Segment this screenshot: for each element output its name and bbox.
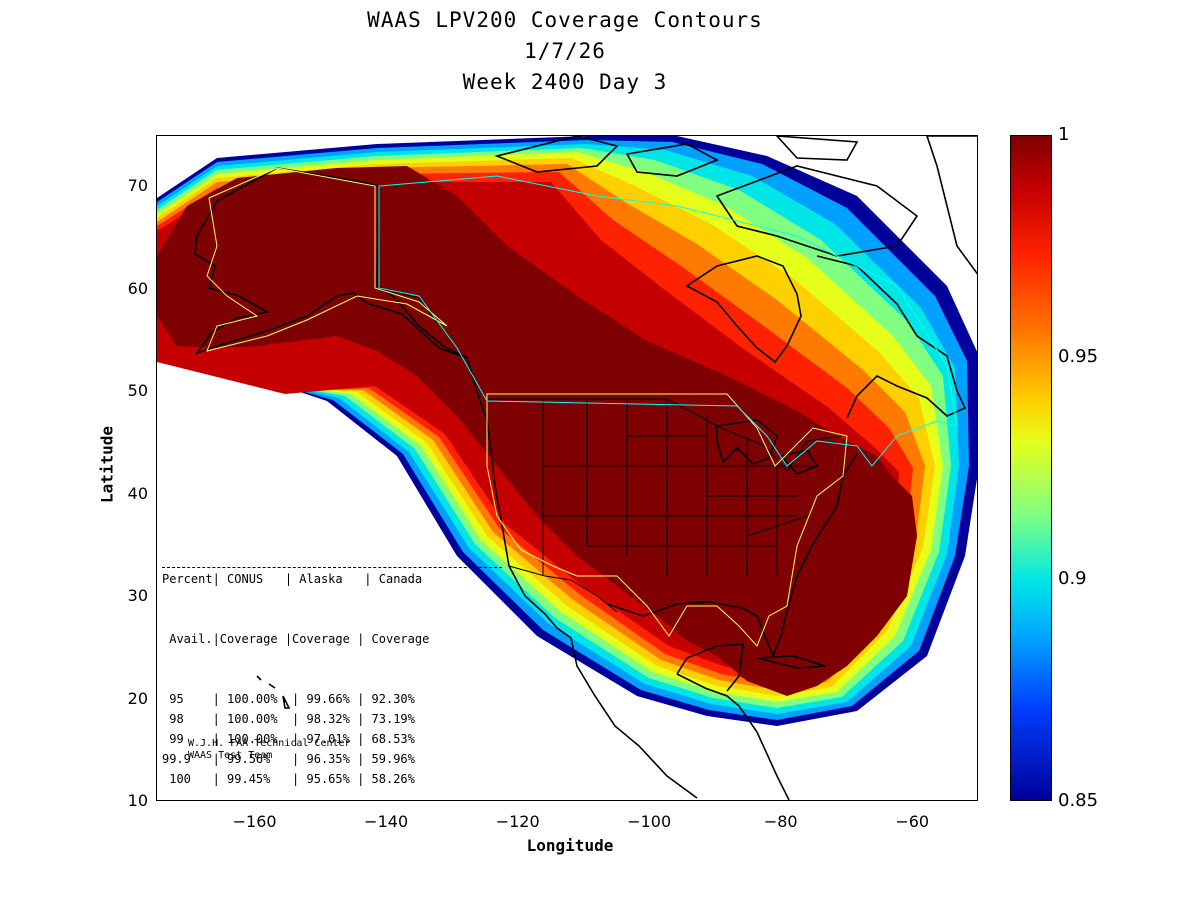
baffin-island xyxy=(715,165,919,257)
credit: W.J.H. FAA Technical Center WAAS Test Te… xyxy=(188,738,351,762)
coverage-bands xyxy=(157,136,977,726)
x-tick-label: −80 xyxy=(763,812,798,831)
state-lines xyxy=(542,400,817,576)
table-rows: 95 | 100.00% | 99.66% | 92.30% 98 | 100.… xyxy=(162,689,429,789)
y-tick-label: 50 xyxy=(127,381,148,401)
y-tick-label: 70 xyxy=(127,176,148,196)
yucatan xyxy=(676,643,744,692)
y-axis-label: Latitude xyxy=(97,425,117,504)
hawaii xyxy=(256,675,291,709)
table-row: 98 | 100.00% | 98.32% | 73.19% xyxy=(162,712,415,726)
x-tick-label: −100 xyxy=(627,812,672,831)
colorbar-tick-label: 0.9 xyxy=(1058,568,1087,589)
colorbar-tick-label: 1 xyxy=(1058,124,1070,145)
table-header-1: Percent| CONUS | Alaska | Canada xyxy=(162,572,423,586)
hudson-bay xyxy=(685,255,802,364)
colorbar xyxy=(1010,135,1052,801)
table-row: 95 | 100.00% | 99.66% | 92.30% xyxy=(162,692,415,706)
x-tick-label: −120 xyxy=(495,812,540,831)
y-tick-label: 60 xyxy=(127,278,148,298)
alaska-region-outline xyxy=(206,167,448,352)
table-row: 100 | 99.45% | 95.65% | 58.26% xyxy=(162,772,415,786)
table-divider xyxy=(162,567,502,568)
coverage-table: Percent| CONUS | Alaska | Canada Avail.|… xyxy=(162,529,429,809)
labrador-coast xyxy=(816,255,967,419)
map-date: 1/7/26 xyxy=(524,39,606,63)
map-title: WAAS LPV200 Coverage Contours xyxy=(367,8,763,32)
y-tick-label: 40 xyxy=(127,483,148,503)
greenland xyxy=(926,136,977,275)
table-row: 99 | 100.00% | 97.01% | 68.53% xyxy=(162,732,415,746)
credit-line-1: W.J.H. FAA Technical Center xyxy=(188,738,351,749)
west-coast xyxy=(466,357,698,799)
x-tick-label: −140 xyxy=(364,812,409,831)
canada-region-outline xyxy=(378,175,958,467)
y-tick-label: 10 xyxy=(127,791,148,810)
credit-line-2: WAAS Test Team xyxy=(188,750,273,761)
colorbar-tick-label: 0.95 xyxy=(1058,346,1099,367)
arctic-islands xyxy=(494,136,859,177)
coverage-map-svg xyxy=(157,136,977,800)
y-tick-label: 20 xyxy=(127,688,148,708)
x-axis-label: Longitude xyxy=(526,836,614,855)
coverage-map xyxy=(156,135,978,801)
x-tick-label: −160 xyxy=(232,812,277,831)
band-100 xyxy=(157,166,917,696)
coastlines xyxy=(194,136,977,800)
y-tick-label: 30 xyxy=(127,586,148,606)
cuba xyxy=(756,655,826,669)
map-week-day: Week 2400 Day 3 xyxy=(462,70,668,94)
table-header-2: Avail.|Coverage |Coverage | Coverage xyxy=(162,632,430,646)
us-mexico-border xyxy=(508,565,618,613)
gulf-coast xyxy=(606,453,858,659)
central-america xyxy=(676,673,790,800)
table-row: 99.9 | 99.56% | 96.35% | 59.96% xyxy=(162,752,415,766)
region-outlines xyxy=(206,167,958,647)
x-tick-label: −60 xyxy=(895,812,930,831)
conus-region-outline xyxy=(486,393,848,647)
alaska-coast xyxy=(194,167,468,359)
colorbar-tick-label: 0.85 xyxy=(1058,790,1099,811)
